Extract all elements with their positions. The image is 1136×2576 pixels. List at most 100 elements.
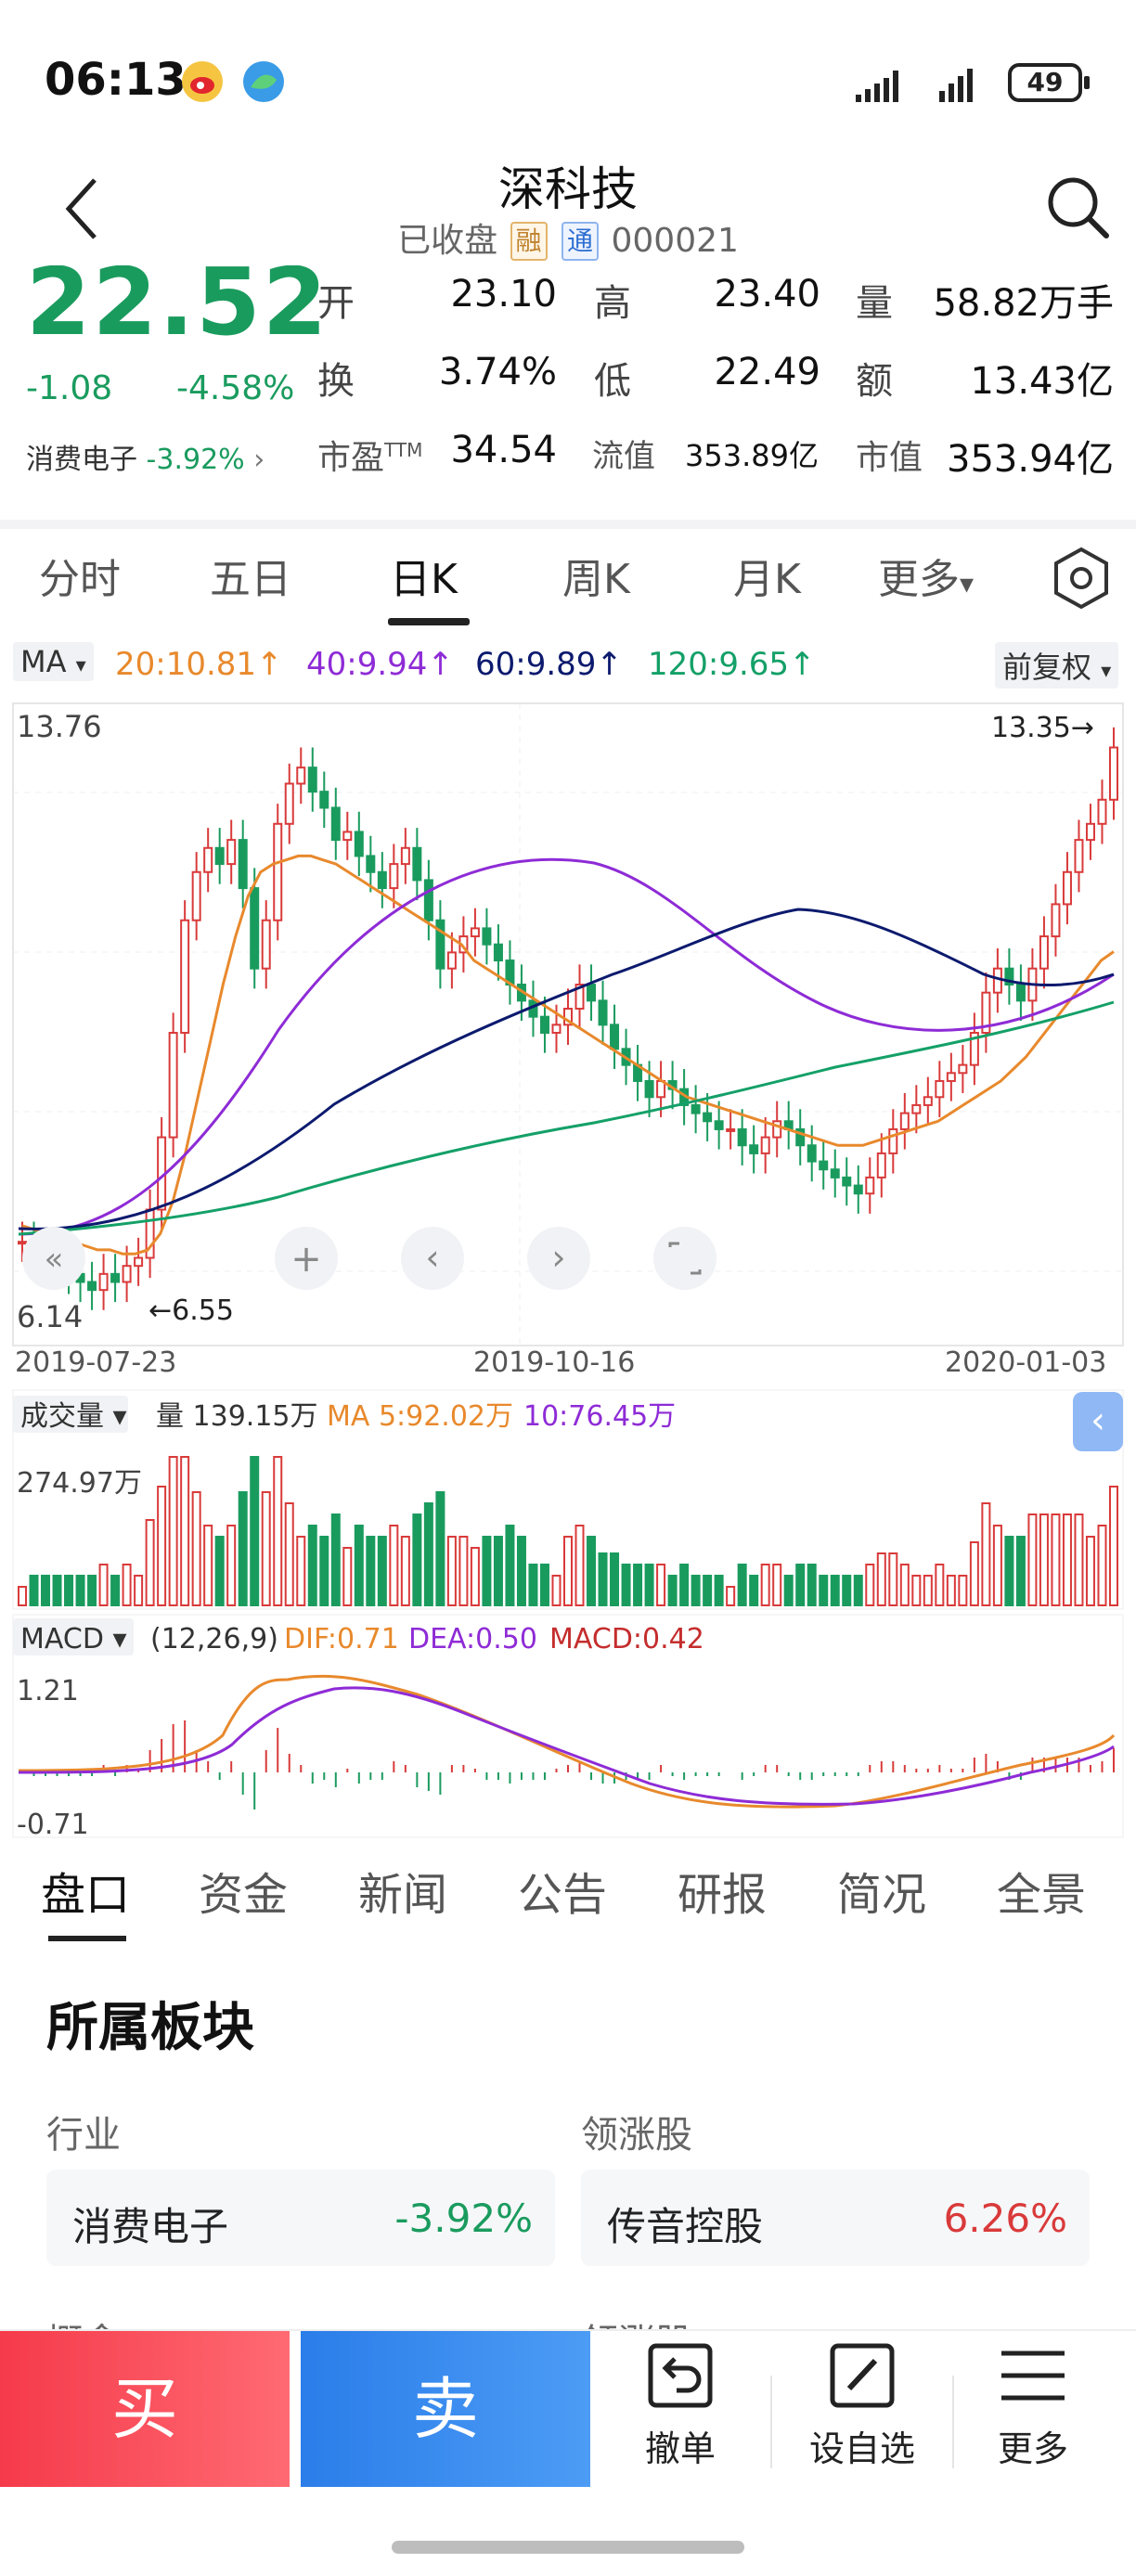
candle-body xyxy=(1074,839,1084,873)
candle-body xyxy=(1097,798,1107,825)
buy-button[interactable]: 买 xyxy=(0,2331,290,2487)
leader-pct: 6.26% xyxy=(943,2196,1067,2241)
status-time: 06:13 xyxy=(45,54,187,106)
candle-body xyxy=(446,951,457,970)
volume-bar xyxy=(633,1564,643,1606)
volume-bar xyxy=(587,1536,597,1606)
tab-capital[interactable]: 资金 xyxy=(199,1869,289,1921)
open-label: 开 xyxy=(317,282,355,325)
add-watchlist-button[interactable]: 设自选 xyxy=(783,2340,941,2471)
active-tab-indicator xyxy=(48,1936,126,1941)
ma120-line xyxy=(18,1000,1115,1236)
battery-icon: 49 xyxy=(1008,63,1090,102)
ma-selector[interactable]: MA ▾ xyxy=(13,642,94,681)
market-state: 已收盘 xyxy=(397,222,498,260)
tab-daily-k[interactable]: 日K xyxy=(390,556,458,603)
volume-bar xyxy=(760,1564,770,1606)
candle-body xyxy=(853,1184,863,1195)
float-cap-value: 353.89亿 xyxy=(685,438,819,473)
leader-label: 领涨股 xyxy=(581,2114,692,2157)
candle-body xyxy=(87,1281,97,1292)
chevron-left-icon: ‹ xyxy=(425,1237,439,1278)
candle-body xyxy=(238,839,248,890)
sector-link[interactable]: 消费电子 -3.92% › xyxy=(26,436,265,477)
more-button[interactable]: 更多 xyxy=(954,2340,1112,2471)
volume-bar xyxy=(307,1525,317,1606)
plus-icon: + xyxy=(290,1238,322,1281)
candle-body xyxy=(180,919,190,1034)
tab-news[interactable]: 新闻 xyxy=(358,1869,448,1921)
tab-order-book[interactable]: 盘口 xyxy=(41,1869,131,1921)
tab-profile[interactable]: 简况 xyxy=(837,1869,927,1921)
macd-min-label: -0.71 xyxy=(17,1809,89,1841)
tab-overview[interactable]: 全景 xyxy=(997,1869,1087,1921)
y-max-label: 13.76 xyxy=(17,709,102,744)
cancel-order-button[interactable]: 撤单 xyxy=(601,2340,759,2471)
volume-bar xyxy=(807,1564,817,1606)
pe-label: 市盈TTM xyxy=(317,439,423,477)
volume-bar xyxy=(122,1564,132,1606)
candle-body xyxy=(795,1127,806,1147)
stock-subline: 已收盘 融 通 000021 xyxy=(0,213,1136,262)
volume-bar xyxy=(366,1536,376,1606)
volume-bar xyxy=(563,1536,573,1606)
tab-weekly-k[interactable]: 周K xyxy=(562,556,630,603)
settings-icon[interactable] xyxy=(1049,546,1114,611)
tab-intraday[interactable]: 分时 xyxy=(39,556,121,603)
volume-bar xyxy=(389,1525,399,1606)
volume-bar xyxy=(795,1564,806,1606)
search-icon[interactable] xyxy=(1043,173,1112,241)
candle-body xyxy=(598,999,608,1026)
volume-bar xyxy=(157,1486,167,1606)
tab-monthly-k[interactable]: 月K xyxy=(733,556,801,603)
candle-body xyxy=(911,1103,922,1114)
ma20-value: 20:10.81↑ xyxy=(115,646,283,683)
volume-bar xyxy=(470,1547,480,1606)
volume-bar xyxy=(842,1575,852,1606)
candle-body xyxy=(319,791,329,809)
volume-bar xyxy=(703,1575,713,1606)
tab-announcements[interactable]: 公告 xyxy=(518,1869,608,1921)
connect-tag: 通 xyxy=(562,222,600,261)
adjust-selector[interactable]: 前复权 ▾ xyxy=(995,642,1119,689)
candle-body xyxy=(749,1144,759,1154)
tab-more[interactable]: 更多▾ xyxy=(878,556,975,603)
y-min-label: 6.14 xyxy=(17,1299,83,1334)
volume-bar xyxy=(98,1564,109,1606)
volume-bar xyxy=(493,1536,503,1606)
undo-doc-icon xyxy=(648,2343,713,2408)
candle-body xyxy=(737,1127,747,1147)
open-value: 23.10 xyxy=(450,273,557,316)
volume-bar xyxy=(888,1552,898,1606)
high-label: 高 xyxy=(594,282,631,325)
volume-bar xyxy=(737,1564,747,1606)
candle-body xyxy=(1015,984,1026,1002)
candle-body xyxy=(482,927,492,946)
ma120-value: 120:9.65↑ xyxy=(648,646,816,683)
back-icon[interactable] xyxy=(61,176,102,241)
high-mark-label: 13.35→ xyxy=(991,712,1094,744)
signal-icon xyxy=(856,69,973,102)
price-change: -1.08 xyxy=(26,369,113,407)
tab-five-day[interactable]: 五日 xyxy=(210,556,291,603)
volume-bar xyxy=(238,1491,248,1606)
volume-bar xyxy=(203,1525,213,1606)
industry-name: 消费电子 xyxy=(72,2204,229,2249)
more-label: 更多 xyxy=(997,2428,1068,2469)
volume-value: 量 139.15万 xyxy=(156,1400,318,1433)
industry-card[interactable]: 消费电子 -3.92% xyxy=(46,2170,555,2266)
candlestick-chart[interactable]: 13.76 6.14 13.35→ ←6.55 « + ‹ › 2019-07-… xyxy=(0,696,1136,1856)
sell-button[interactable]: 卖 xyxy=(301,2331,590,2487)
volume-bar xyxy=(772,1564,782,1606)
leader-card[interactable]: 传音控股 6.26% xyxy=(581,2170,1090,2266)
ma60-value: 60:9.89↑ xyxy=(475,646,623,683)
candle-body xyxy=(307,766,317,793)
low-label: 低 xyxy=(594,360,631,403)
volume-bar xyxy=(29,1575,39,1606)
volume-bar xyxy=(749,1575,759,1606)
candle-body xyxy=(876,1152,886,1179)
tab-research[interactable]: 研报 xyxy=(678,1869,768,1921)
high-value: 23.40 xyxy=(714,273,820,316)
divider xyxy=(952,2376,954,2468)
macd-max-label: 1.21 xyxy=(17,1675,79,1707)
